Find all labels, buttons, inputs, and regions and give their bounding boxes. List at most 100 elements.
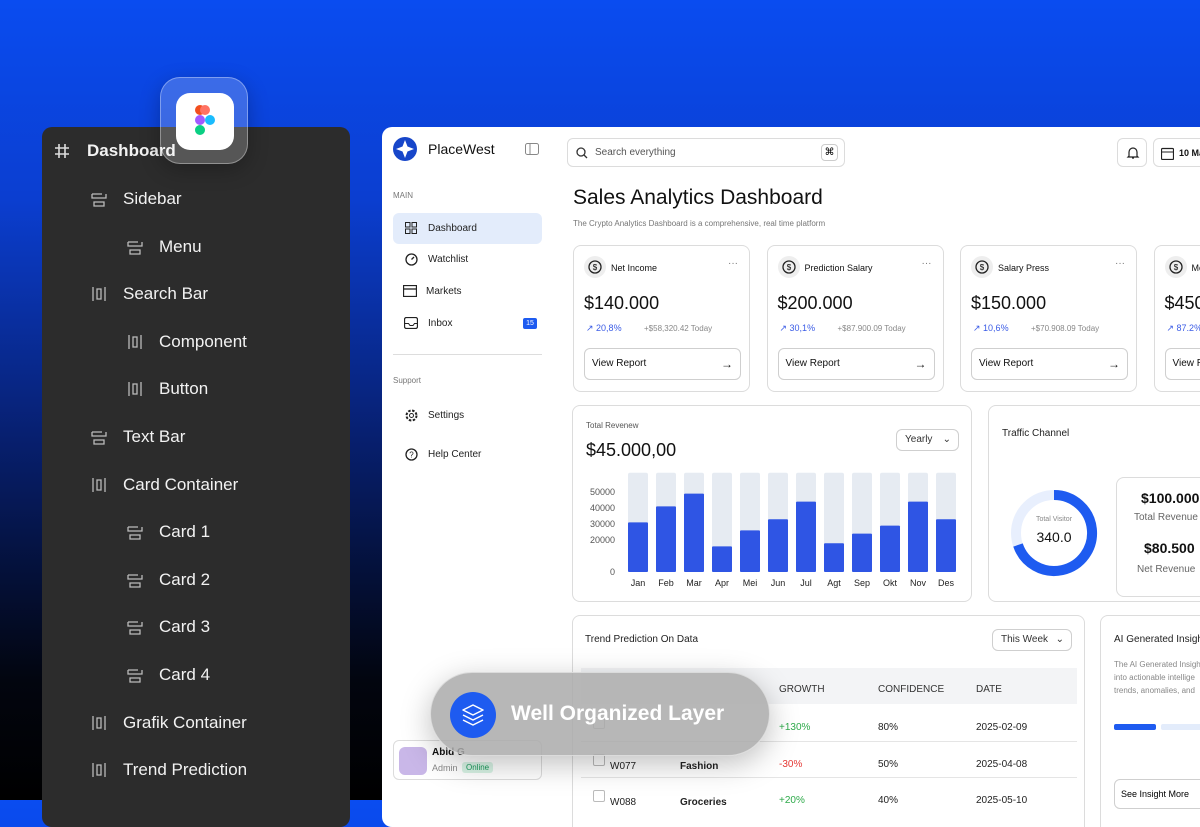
layer-item[interactable]: Component bbox=[159, 330, 247, 354]
collapse-icon[interactable] bbox=[525, 143, 539, 155]
donut-label: Total Visitor bbox=[1036, 516, 1072, 523]
insight-text: The AI Generated Insigh bbox=[1114, 660, 1200, 669]
x-tick-label: Agt bbox=[827, 578, 841, 588]
arrow: → bbox=[915, 349, 927, 379]
table-cell: 2025-05-10 bbox=[976, 795, 1027, 806]
button-label: View Report bbox=[592, 358, 646, 369]
card-icon: $ bbox=[971, 256, 993, 278]
view-button[interactable]: View R→ bbox=[1165, 348, 1200, 380]
svg-text:?: ? bbox=[409, 451, 414, 460]
table-cell: W088 bbox=[610, 797, 636, 808]
insight-button[interactable]: See Insight More bbox=[1114, 779, 1200, 809]
bar bbox=[852, 534, 872, 572]
layer-item[interactable]: Search Bar bbox=[123, 282, 208, 306]
arrow: → bbox=[721, 349, 733, 379]
insight-text: into actionable intellige bbox=[1114, 673, 1195, 682]
card-menu[interactable]: ··· bbox=[922, 258, 932, 269]
svg-text:$: $ bbox=[980, 263, 985, 272]
nav-item[interactable]: Inbox 15 bbox=[393, 308, 542, 339]
y-tick-label: 0 bbox=[610, 567, 615, 577]
bar bbox=[796, 502, 816, 572]
nav-item[interactable]: Markets bbox=[393, 276, 542, 307]
card-menu[interactable]: ··· bbox=[728, 258, 738, 269]
bar bbox=[712, 546, 732, 572]
column-header: GROWTH bbox=[779, 684, 825, 695]
brand-logo bbox=[392, 136, 418, 162]
view-button[interactable]: View Report→ bbox=[778, 348, 935, 380]
x-tick-label: Okt bbox=[883, 578, 898, 588]
bar bbox=[768, 519, 788, 572]
table-cell: 50% bbox=[878, 759, 898, 770]
bar bbox=[628, 522, 648, 572]
notification-button[interactable] bbox=[1117, 138, 1147, 167]
bar bbox=[936, 519, 956, 572]
x-tick-label: Jul bbox=[800, 578, 812, 588]
shortcut-icon: ⌘ bbox=[821, 144, 838, 161]
card-icon: $ bbox=[584, 256, 606, 278]
nav-item[interactable]: Watchlist bbox=[393, 244, 542, 275]
nav-item[interactable]: Dashboard bbox=[393, 213, 542, 244]
layer-item[interactable]: Card Container bbox=[123, 473, 238, 497]
insight-title: AI Generated Insigh bbox=[1114, 634, 1200, 645]
change-value: 10,6% bbox=[983, 323, 1009, 333]
column-header: DATE bbox=[976, 684, 1002, 695]
table-cell: -30% bbox=[779, 759, 802, 770]
badge-text: Well Organized Layer bbox=[511, 702, 724, 726]
nav-item[interactable]: ? Help Center bbox=[393, 439, 542, 470]
user-role: Admin bbox=[432, 763, 458, 773]
x-tick-label: Sep bbox=[854, 578, 870, 588]
card-menu[interactable]: ··· bbox=[1115, 258, 1125, 269]
row-checkbox[interactable] bbox=[593, 790, 605, 802]
x-tick-label: Jun bbox=[771, 578, 786, 588]
date-label: 10 Ma bbox=[1179, 148, 1200, 158]
nav-item[interactable]: Settings bbox=[393, 400, 542, 431]
layer-item[interactable]: Sidebar bbox=[123, 187, 182, 211]
card-change: ↗ 20,8% bbox=[586, 323, 622, 334]
date-picker[interactable]: 10 Ma bbox=[1153, 138, 1200, 167]
svg-text:$: $ bbox=[786, 263, 791, 272]
layer-item[interactable]: Grafik Container bbox=[123, 711, 247, 735]
table-cell: 80% bbox=[878, 722, 898, 733]
y-tick-label: 50000 bbox=[590, 487, 615, 497]
progress-track bbox=[1161, 724, 1200, 730]
layer-item[interactable]: Trend Prediction bbox=[123, 758, 247, 782]
table-filter[interactable]: This Week⌄ bbox=[992, 629, 1072, 651]
stat-card: $Net Income···$140.000↗ 20,8%+$58,320.42… bbox=[573, 245, 750, 392]
card-note: +$58,320.42 Today bbox=[644, 324, 712, 333]
avatar bbox=[399, 747, 427, 775]
progress bbox=[1114, 724, 1156, 730]
y-tick-label: 40000 bbox=[590, 503, 615, 513]
layer-item[interactable]: Text Bar bbox=[123, 425, 185, 449]
layer-item[interactable]: Card 4 bbox=[159, 663, 210, 687]
stat-value: $80.500 bbox=[1144, 540, 1195, 556]
bar bbox=[824, 543, 844, 572]
x-tick-label: Nov bbox=[910, 578, 927, 588]
svg-text:$: $ bbox=[593, 263, 598, 272]
layer-item[interactable]: Card 2 bbox=[159, 568, 210, 592]
card-change: ↗ 87.2% bbox=[1167, 323, 1200, 334]
stat-label: Total Revenue bbox=[1134, 512, 1198, 523]
search-bar[interactable]: Search everything ⌘ bbox=[567, 138, 845, 167]
card-change: ↗ 10,6% bbox=[973, 323, 1009, 334]
nav-label: Settings bbox=[428, 410, 464, 421]
insight-card: AI Generated Insigh The AI Generated Ins… bbox=[1100, 615, 1200, 827]
layer-item[interactable]: Card 1 bbox=[159, 520, 210, 544]
view-button[interactable]: View Report → bbox=[584, 348, 741, 380]
filter-label: This Week bbox=[1001, 634, 1048, 645]
layer-item[interactable]: Button bbox=[159, 377, 208, 401]
insight-text: trends, anomalies, and bbox=[1114, 686, 1195, 695]
y-tick-label: 20000 bbox=[590, 535, 615, 545]
stat-card: $Salary Press···$150.000↗ 10,6%+$70.908.… bbox=[960, 245, 1137, 392]
page-title: Sales Analytics Dashboard bbox=[573, 186, 823, 210]
view-button[interactable]: View Report→ bbox=[971, 348, 1128, 380]
nav-label: Help Center bbox=[428, 449, 481, 460]
layer-item[interactable]: Menu bbox=[159, 235, 202, 259]
layer-item[interactable]: Card 3 bbox=[159, 615, 210, 639]
x-tick-label: Mar bbox=[686, 578, 702, 588]
card-note: +$70.908.09 Today bbox=[1031, 324, 1099, 333]
svg-text:$: $ bbox=[1173, 263, 1178, 272]
arrow: → bbox=[1108, 349, 1120, 379]
